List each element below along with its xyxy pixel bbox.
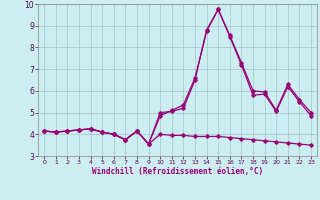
X-axis label: Windchill (Refroidissement éolien,°C): Windchill (Refroidissement éolien,°C): [92, 167, 263, 176]
